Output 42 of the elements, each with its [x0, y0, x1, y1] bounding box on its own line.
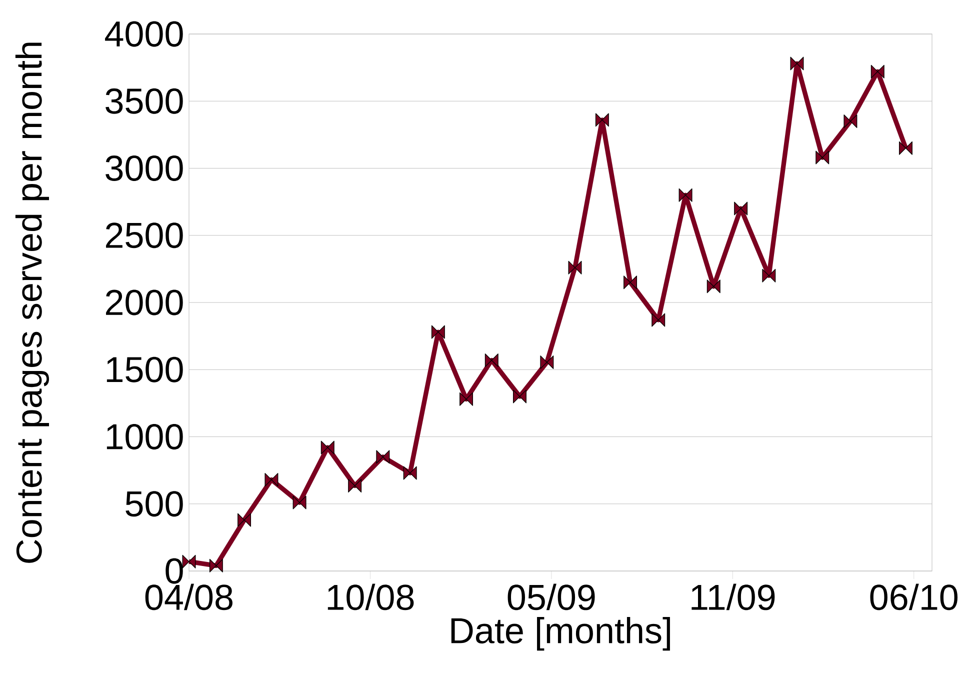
point	[348, 479, 362, 492]
x-tick-label: 04/08	[145, 584, 232, 610]
y-tick-label: 500	[126, 491, 183, 517]
point	[762, 268, 776, 282]
y-tick-label: 3500	[106, 88, 183, 114]
y-tick-label: 1500	[106, 356, 183, 382]
point	[652, 313, 666, 327]
point	[484, 353, 498, 367]
point	[540, 356, 554, 369]
point	[844, 114, 858, 128]
point	[595, 113, 609, 127]
point	[706, 280, 720, 294]
y-tick-label: 2000	[106, 290, 183, 316]
point	[403, 466, 417, 480]
x-tick-label: 05/09	[508, 584, 595, 610]
point	[460, 392, 473, 406]
point	[512, 390, 526, 404]
point	[624, 276, 638, 290]
point	[678, 188, 692, 202]
y-tick-label: 2500	[106, 222, 183, 248]
y-tick-label: 4000	[105, 21, 183, 47]
y-tick-label: 1000	[106, 424, 183, 450]
point	[870, 64, 884, 78]
y-tick-label: 0	[166, 558, 183, 584]
x-tick-label: 10/08	[328, 584, 414, 610]
point	[568, 260, 582, 274]
point	[238, 513, 252, 527]
point	[182, 554, 196, 568]
y-tick-label: 3000	[106, 156, 183, 181]
point	[320, 440, 334, 454]
x-tick-label: 06/10	[870, 584, 958, 610]
point	[264, 472, 278, 486]
point	[816, 150, 830, 164]
y-axis-title: Content pages served per month	[15, 42, 50, 563]
x-axis-title: Date [months]	[451, 617, 670, 651]
point	[292, 496, 306, 510]
point	[790, 56, 804, 70]
point	[898, 141, 912, 155]
point	[376, 450, 390, 464]
x-tick-label: 11/09	[692, 584, 775, 610]
point	[431, 325, 445, 339]
point	[734, 202, 748, 216]
